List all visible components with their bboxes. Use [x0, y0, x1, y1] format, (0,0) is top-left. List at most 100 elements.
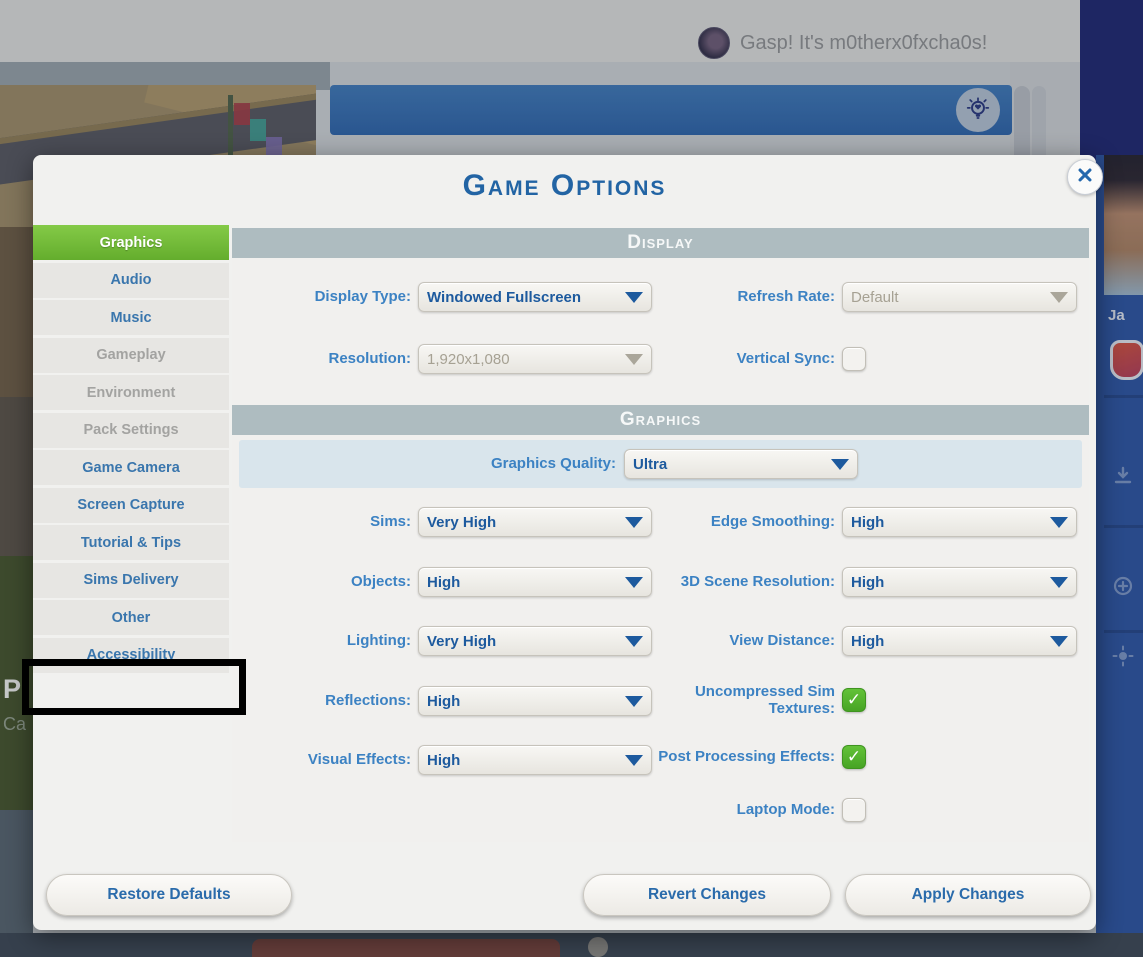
chevron-down-icon — [625, 695, 643, 707]
sim-name-partial: Ja — [1108, 307, 1125, 324]
sims-label: Sims: — [370, 513, 411, 531]
sidebar-item-other[interactable]: Other — [33, 600, 229, 635]
background-slate-panel — [0, 810, 33, 957]
resolution-field: Resolution: 1,920x1,080 — [232, 342, 662, 376]
uncompressed-textures-label: Uncompressed Sim Textures: — [694, 682, 835, 717]
visual-effects-field: Visual Effects: High — [232, 743, 662, 777]
background-wall — [0, 227, 33, 397]
laptop-mode-field: Laptop Mode: — [656, 793, 1086, 827]
chevron-down-icon — [831, 458, 849, 470]
close-button[interactable] — [1067, 159, 1103, 195]
refresh-rate-label: Refresh Rate: — [737, 288, 835, 306]
graphics-section-header: Graphics — [232, 405, 1089, 435]
resolution-label: Resolution: — [328, 350, 412, 368]
rail-divider — [1104, 525, 1143, 528]
objects-label: Objects: — [350, 573, 411, 591]
right-sidebar-rail: Ja — [1096, 155, 1143, 957]
chevron-down-icon — [625, 754, 643, 766]
sidebar-item-sims-delivery[interactable]: Sims Delivery — [33, 562, 229, 598]
sidebar-item-environment: Environment — [33, 375, 229, 410]
sidebar-item-screen-capture[interactable]: Screen Capture — [33, 487, 229, 523]
sidebar-item-tutorial-tips[interactable]: Tutorial & Tips — [33, 525, 229, 560]
notification-banner — [330, 85, 1012, 135]
objects-dropdown[interactable]: High — [418, 567, 652, 597]
uncompressed-textures-field: Uncompressed Sim Textures: ✓ — [656, 678, 1086, 722]
sim-portrait — [1104, 155, 1143, 295]
lightbulb-icon — [956, 88, 1000, 132]
refresh-rate-dropdown: Default — [842, 282, 1077, 312]
chevron-down-icon — [625, 353, 643, 365]
graphics-quality-dropdown[interactable]: Ultra — [624, 449, 858, 479]
top-bar — [0, 0, 1143, 62]
visual-effects-label: Visual Effects: — [307, 751, 411, 769]
display-section-header: Display — [232, 228, 1089, 258]
reflections-dropdown[interactable]: High — [418, 686, 652, 716]
revert-changes-button[interactable]: Revert Changes — [583, 874, 831, 916]
resolution-dropdown: 1,920x1,080 — [418, 344, 652, 374]
visual-effects-dropdown[interactable]: High — [418, 745, 652, 775]
flag-purple — [266, 137, 282, 159]
graphics-quality-field: Graphics Quality: Ultra — [232, 447, 892, 481]
reflections-label: Reflections: — [325, 692, 411, 710]
vertical-sync-label: Vertical Sync: — [736, 350, 835, 368]
uncompressed-textures-checkbox[interactable]: ✓ — [842, 688, 866, 712]
sims-dropdown[interactable]: Very High — [418, 507, 652, 537]
laptop-mode-label: Laptop Mode: — [736, 801, 835, 819]
chevron-down-icon — [625, 576, 643, 588]
sun-icon — [1112, 645, 1134, 672]
options-content-panel: Display Display Type: Windowed Fullscree… — [232, 228, 1089, 842]
lighting-field: Lighting: Very High — [232, 624, 662, 658]
flag-teal — [250, 119, 266, 141]
lighting-label: Lighting: — [346, 632, 411, 650]
post-processing-label: Post Processing Effects: — [658, 748, 835, 766]
scene-resolution-dropdown[interactable]: High — [842, 567, 1077, 597]
display-type-label: Display Type: — [314, 288, 411, 306]
display-type-field: Display Type: Windowed Fullscreen — [232, 280, 662, 314]
view-distance-label: View Distance: — [729, 632, 835, 650]
post-processing-field: Post Processing Effects: ✓ — [656, 735, 1086, 779]
rail-divider — [1104, 630, 1143, 633]
chevron-down-icon — [1050, 291, 1068, 303]
game-options-dialog: Game Options Graphics Audio Music Gamepl… — [22, 155, 1103, 930]
vertical-sync-field: Vertical Sync: — [656, 342, 1086, 376]
user-avatar — [698, 27, 730, 59]
shield-badge-icon — [1110, 340, 1143, 380]
sidebar-item-music[interactable]: Music — [33, 300, 229, 335]
check-icon: ✓ — [846, 690, 862, 709]
sidebar-item-game-camera[interactable]: Game Camera — [33, 450, 229, 485]
download-icon — [1112, 465, 1134, 492]
user-greeting-row: Gasp! It's m0therx0fxcha0s! — [698, 24, 1058, 62]
post-processing-checkbox[interactable]: ✓ — [842, 745, 866, 769]
scene-resolution-label: 3D Scene Resolution: — [680, 573, 835, 591]
plus-circle-icon — [1112, 575, 1134, 602]
chevron-down-icon — [625, 291, 643, 303]
sidebar-item-pack-settings: Pack Settings — [33, 412, 229, 448]
graphics-quality-label: Graphics Quality: — [490, 455, 616, 473]
partial-subtitle-text: Ca — [3, 714, 27, 734]
chevron-down-icon — [1050, 516, 1068, 528]
sidebar-item-audio[interactable]: Audio — [33, 262, 229, 298]
background-wall-dark — [0, 397, 33, 556]
sidebar-item-graphics[interactable]: Graphics — [33, 225, 229, 260]
options-sidebar: Graphics Audio Music Gameplay Environmen… — [22, 225, 246, 715]
laptop-mode-checkbox[interactable] — [842, 798, 866, 822]
objects-field: Objects: High — [232, 565, 662, 599]
display-type-dropdown[interactable]: Windowed Fullscreen — [418, 282, 652, 312]
lighting-dropdown[interactable]: Very High — [418, 626, 652, 656]
view-distance-dropdown[interactable]: High — [842, 626, 1077, 656]
user-greeting-text: Gasp! It's m0therx0fxcha0s! — [740, 31, 988, 54]
bottom-bar-panel — [252, 939, 560, 957]
rail-divider — [1104, 395, 1143, 398]
edge-smoothing-label: Edge Smoothing: — [710, 513, 835, 531]
edge-smoothing-dropdown[interactable]: High — [842, 507, 1077, 537]
chevron-down-icon — [1050, 576, 1068, 588]
sidebar-item-accessibility[interactable]: Accessibility — [33, 637, 229, 673]
apply-changes-button[interactable]: Apply Changes — [845, 874, 1091, 916]
close-icon — [1076, 166, 1094, 189]
restore-defaults-button[interactable]: Restore Defaults — [46, 874, 292, 916]
edge-smoothing-field: Edge Smoothing: High — [656, 505, 1086, 539]
chevron-down-icon — [625, 516, 643, 528]
vertical-sync-checkbox[interactable] — [842, 347, 866, 371]
bottom-bar-badge — [588, 937, 608, 957]
scene-resolution-field: 3D Scene Resolution: High — [656, 565, 1086, 599]
